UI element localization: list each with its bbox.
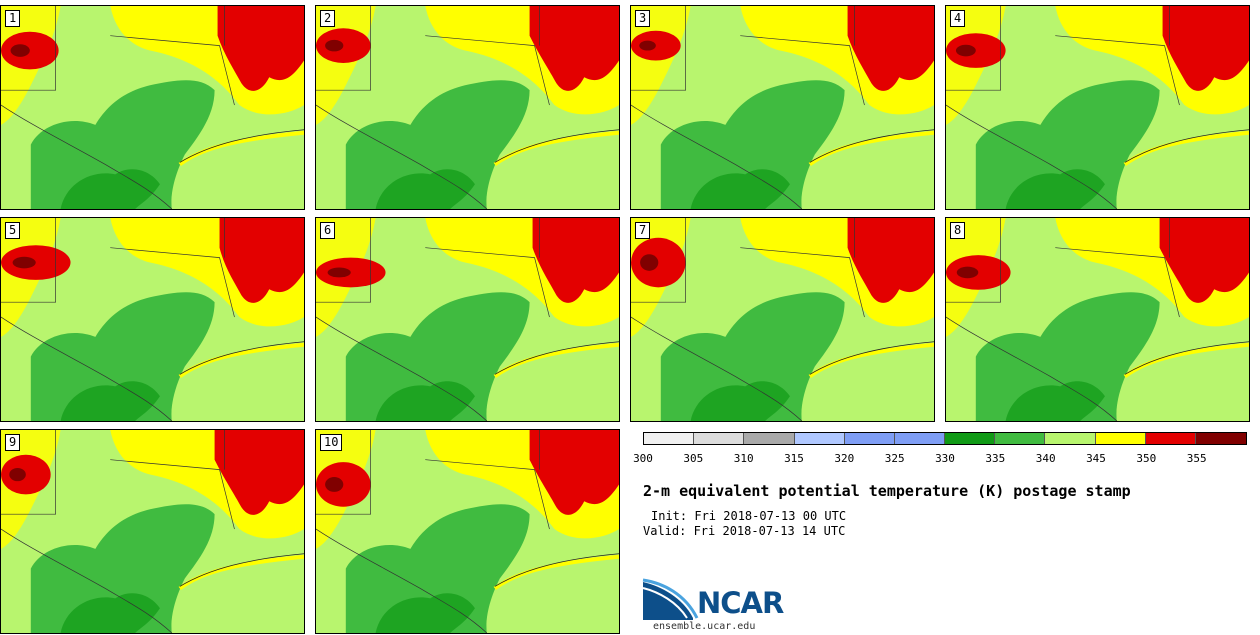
colorbar-segment [644, 433, 695, 444]
ensemble-member-panel: 8 [945, 217, 1250, 422]
colorbar-tick-label: 300 [633, 452, 653, 465]
ensemble-member-panel: 10 [315, 429, 620, 634]
colorbar [643, 432, 1247, 445]
ncar-logo-icon [642, 578, 699, 620]
colorbar-tick-label: 335 [985, 452, 1006, 465]
colorbar-segment [694, 433, 745, 444]
colorbar-segment [1045, 433, 1096, 444]
colorbar-segment [1195, 433, 1247, 444]
ensemble-member-panel: 6 [315, 217, 620, 422]
panel-number-label: 9 [5, 434, 21, 451]
colorbar-tick-label: 325 [884, 452, 905, 465]
ensemble-member-panel: 7 [630, 217, 935, 422]
colorbar-tick-label: 355 [1186, 452, 1207, 465]
colorbar-segment [844, 433, 895, 444]
panel-number-label: 4 [950, 10, 966, 27]
panel-number-label: 8 [950, 222, 966, 239]
colorbar-segment [744, 433, 795, 444]
logo-url[interactable]: ensemble.ucar.edu [653, 621, 756, 632]
map-field [946, 218, 1249, 421]
map-field [631, 6, 934, 209]
valid-time: Valid: Fri 2018-07-13 14 UTC [643, 524, 846, 538]
colorbar-segment [894, 433, 946, 444]
map-field [631, 218, 934, 421]
ensemble-member-panel: 3 [630, 5, 935, 210]
colorbar-segment [1095, 433, 1146, 444]
map-field [1, 218, 304, 421]
colorbar-tick-label: 310 [733, 452, 754, 465]
colorbar-tick-label: 305 [683, 452, 704, 465]
map-field [316, 430, 619, 633]
colorbar-tick-label: 345 [1086, 452, 1106, 465]
map-field [1, 430, 304, 633]
panel-number-label: 5 [5, 222, 21, 239]
ensemble-member-panel: 2 [315, 5, 620, 210]
map-title: 2-m equivalent potential temperature (K)… [643, 482, 1131, 500]
map-field [316, 218, 619, 421]
ncar-logo-text: NCAR [697, 586, 784, 620]
colorbar-segment [794, 433, 845, 444]
ensemble-member-panel: 9 [0, 429, 305, 634]
ensemble-member-panel: 1 [0, 5, 305, 210]
colorbar-tick-label: 330 [935, 452, 955, 465]
colorbar-tick-label: 350 [1136, 452, 1157, 465]
ensemble-member-panel: 4 [945, 5, 1250, 210]
panel-number-label: 3 [635, 10, 651, 27]
colorbar-segment [945, 433, 996, 444]
map-field [316, 6, 619, 209]
colorbar-segment [1145, 433, 1196, 444]
colorbar-segment [995, 433, 1046, 444]
init-time: Init: Fri 2018-07-13 00 UTC [651, 509, 847, 523]
panel-number-label: 6 [320, 222, 336, 239]
colorbar-tick-label: 340 [1035, 452, 1056, 465]
panel-number-label: 10 [320, 434, 343, 451]
colorbar-tick-label: 315 [784, 452, 804, 465]
map-field [1, 6, 304, 209]
panel-number-label: 2 [320, 10, 336, 27]
ensemble-member-panel: 5 [0, 217, 305, 422]
colorbar-tick-label: 320 [834, 452, 855, 465]
map-field [946, 6, 1249, 209]
panel-number-label: 1 [5, 10, 21, 27]
panel-number-label: 7 [635, 222, 651, 239]
